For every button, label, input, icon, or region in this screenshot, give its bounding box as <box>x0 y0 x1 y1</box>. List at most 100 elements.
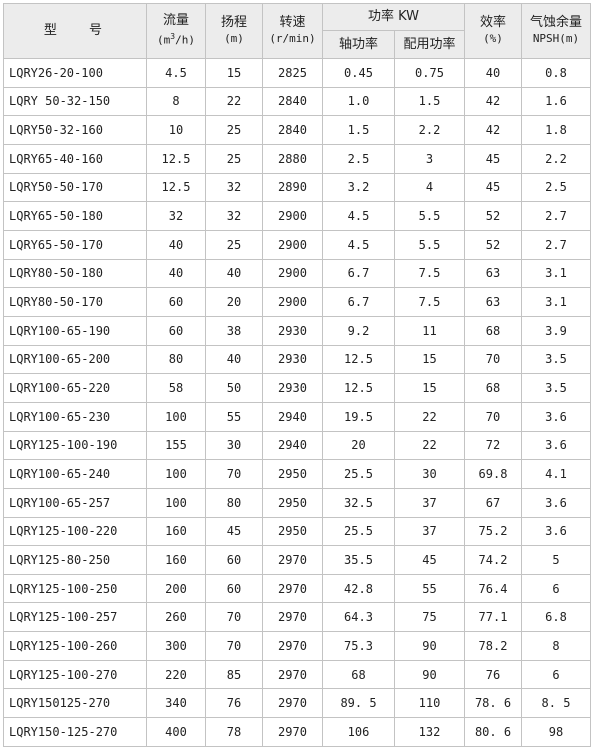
cell-matched-power: 37 <box>394 516 465 547</box>
table-row: LQRY50-32-160 10 25 2840 1.5 2.2 42 1.8 <box>3 115 591 145</box>
cell-flow: 220 <box>146 659 206 690</box>
cell-shaft-power: 35.5 <box>322 545 395 575</box>
cell-flow: 300 <box>146 631 206 661</box>
cell-speed: 2950 <box>262 516 323 547</box>
table-row: LQRY125-100-190 155 30 2940 20 22 72 3.6 <box>3 430 591 461</box>
cell-efficiency: 77.1 <box>464 602 522 633</box>
cell-model: LQRY125-100-260 <box>3 631 147 661</box>
table-row: LQRY100-65-190 60 38 2930 9.2 11 68 3.9 <box>3 315 591 346</box>
cell-speed: 2900 <box>262 287 323 317</box>
table-row: LQRY125-100-270 220 85 2970 68 90 76 6 <box>3 659 591 690</box>
cell-efficiency: 45 <box>464 172 522 203</box>
cell-shaft-power: 0.45 <box>322 58 395 88</box>
table-row: LQRY80-50-170 60 20 2900 6.7 7.5 63 3.1 <box>3 287 591 317</box>
cell-flow: 160 <box>146 516 206 547</box>
cell-efficiency: 78. 6 <box>464 688 522 719</box>
cell-model: LQRY100-65-240 <box>3 459 147 489</box>
cell-flow: 10 <box>146 115 206 145</box>
cell-npsh: 4.1 <box>521 459 591 489</box>
cell-efficiency: 76.4 <box>464 573 522 604</box>
cell-model: LQRY125-100-270 <box>3 659 147 690</box>
cell-matched-power: 11 <box>394 315 465 346</box>
header-power: 功率 KW <box>322 3 465 31</box>
cell-efficiency: 42 <box>464 86 522 117</box>
cell-matched-power: 45 <box>394 545 465 575</box>
cell-shaft-power: 25.5 <box>322 516 395 547</box>
cell-efficiency: 42 <box>464 115 522 145</box>
table-row: LQRY125-100-260 300 70 2970 75.3 90 78.2 8 <box>3 631 591 661</box>
cell-npsh: 3.5 <box>521 344 591 375</box>
header-efficiency-unit: (%) <box>483 32 503 45</box>
cell-speed: 2970 <box>262 659 323 690</box>
cell-head: 40 <box>205 344 263 375</box>
header-flow-unit: (m3/h) <box>157 32 195 47</box>
header-flow-title: 流量 <box>162 13 189 29</box>
cell-shaft-power: 32.5 <box>322 487 395 518</box>
cell-matched-power: 15 <box>394 344 465 375</box>
cell-speed: 2970 <box>262 717 323 747</box>
cell-head: 76 <box>205 688 263 719</box>
cell-matched-power: 2.2 <box>394 115 465 145</box>
cell-npsh: 6 <box>521 659 591 690</box>
cell-npsh: 3.1 <box>521 287 591 317</box>
cell-matched-power: 132 <box>394 717 465 747</box>
cell-head: 70 <box>205 459 263 489</box>
cell-speed: 2940 <box>262 430 323 461</box>
cell-model: LQRY125-100-257 <box>3 602 147 633</box>
cell-efficiency: 72 <box>464 430 522 461</box>
cell-npsh: 3.6 <box>521 487 591 518</box>
cell-model: LQRY100-65-257 <box>3 487 147 518</box>
cell-shaft-power: 42.8 <box>322 573 395 604</box>
cell-npsh: 3.1 <box>521 258 591 289</box>
cell-flow: 400 <box>146 717 206 747</box>
cell-head: 45 <box>205 516 263 547</box>
cell-speed: 2900 <box>262 201 323 231</box>
cell-efficiency: 68 <box>464 373 522 403</box>
cell-matched-power: 7.5 <box>394 287 465 317</box>
table-body: LQRY26-20-100 4.5 15 2825 0.45 0.75 40 0.8 LQRY … <box>3 58 591 747</box>
cell-npsh: 1.6 <box>521 86 591 117</box>
cell-flow: 100 <box>146 487 206 518</box>
header-npsh: 气蚀余量 NPSH(m) <box>521 3 591 59</box>
header-speed-title: 转速 <box>279 15 306 30</box>
cell-npsh: 8. 5 <box>521 688 591 719</box>
cell-model: LQRY125-100-190 <box>3 430 147 461</box>
cell-speed: 2940 <box>262 401 323 432</box>
cell-speed: 2825 <box>262 58 323 88</box>
cell-flow: 200 <box>146 573 206 604</box>
cell-speed: 2840 <box>262 115 323 145</box>
cell-shaft-power: 25.5 <box>322 459 395 489</box>
cell-matched-power: 15 <box>394 373 465 403</box>
cell-shaft-power: 20 <box>322 430 395 461</box>
header-efficiency-title: 效率 <box>479 15 506 30</box>
cell-matched-power: 110 <box>394 688 465 719</box>
cell-model: LQRY80-50-170 <box>3 287 147 317</box>
table-row: LQRY 50-32-150 8 22 2840 1.0 1.5 42 1.6 <box>3 86 591 117</box>
cell-head: 70 <box>205 602 263 633</box>
table-row: LQRY65-40-160 12.5 25 2880 2.5 3 45 2.2 <box>3 143 591 174</box>
cell-model: LQRY65-50-170 <box>3 229 147 260</box>
cell-shaft-power: 89. 5 <box>322 688 395 719</box>
cell-head: 22 <box>205 86 263 117</box>
table-row: LQRY150125-270 340 76 2970 89. 5 110 78. 6 8. 5 <box>3 688 591 719</box>
cell-flow: 60 <box>146 287 206 317</box>
header-shaft-power: 轴功率 <box>322 30 395 59</box>
cell-npsh: 1.8 <box>521 115 591 145</box>
cell-matched-power: 5.5 <box>394 229 465 260</box>
cell-shaft-power: 6.7 <box>322 287 395 317</box>
cell-speed: 2970 <box>262 545 323 575</box>
cell-head: 32 <box>205 201 263 231</box>
cell-flow: 260 <box>146 602 206 633</box>
cell-npsh: 2.7 <box>521 201 591 231</box>
cell-flow: 340 <box>146 688 206 719</box>
cell-flow: 12.5 <box>146 172 206 203</box>
header-head-title: 扬程 <box>220 15 247 30</box>
cell-matched-power: 90 <box>394 631 465 661</box>
cell-head: 25 <box>205 229 263 260</box>
table-row: LQRY50-50-170 12.5 32 2890 3.2 4 45 2.5 <box>3 172 591 203</box>
header-efficiency: 效率 (%) <box>464 3 522 59</box>
table-row: LQRY100-65-220 58 50 2930 12.5 15 68 3.5 <box>3 373 591 403</box>
cell-shaft-power: 106 <box>322 717 395 747</box>
cell-speed: 2970 <box>262 602 323 633</box>
cell-npsh: 3.5 <box>521 373 591 403</box>
